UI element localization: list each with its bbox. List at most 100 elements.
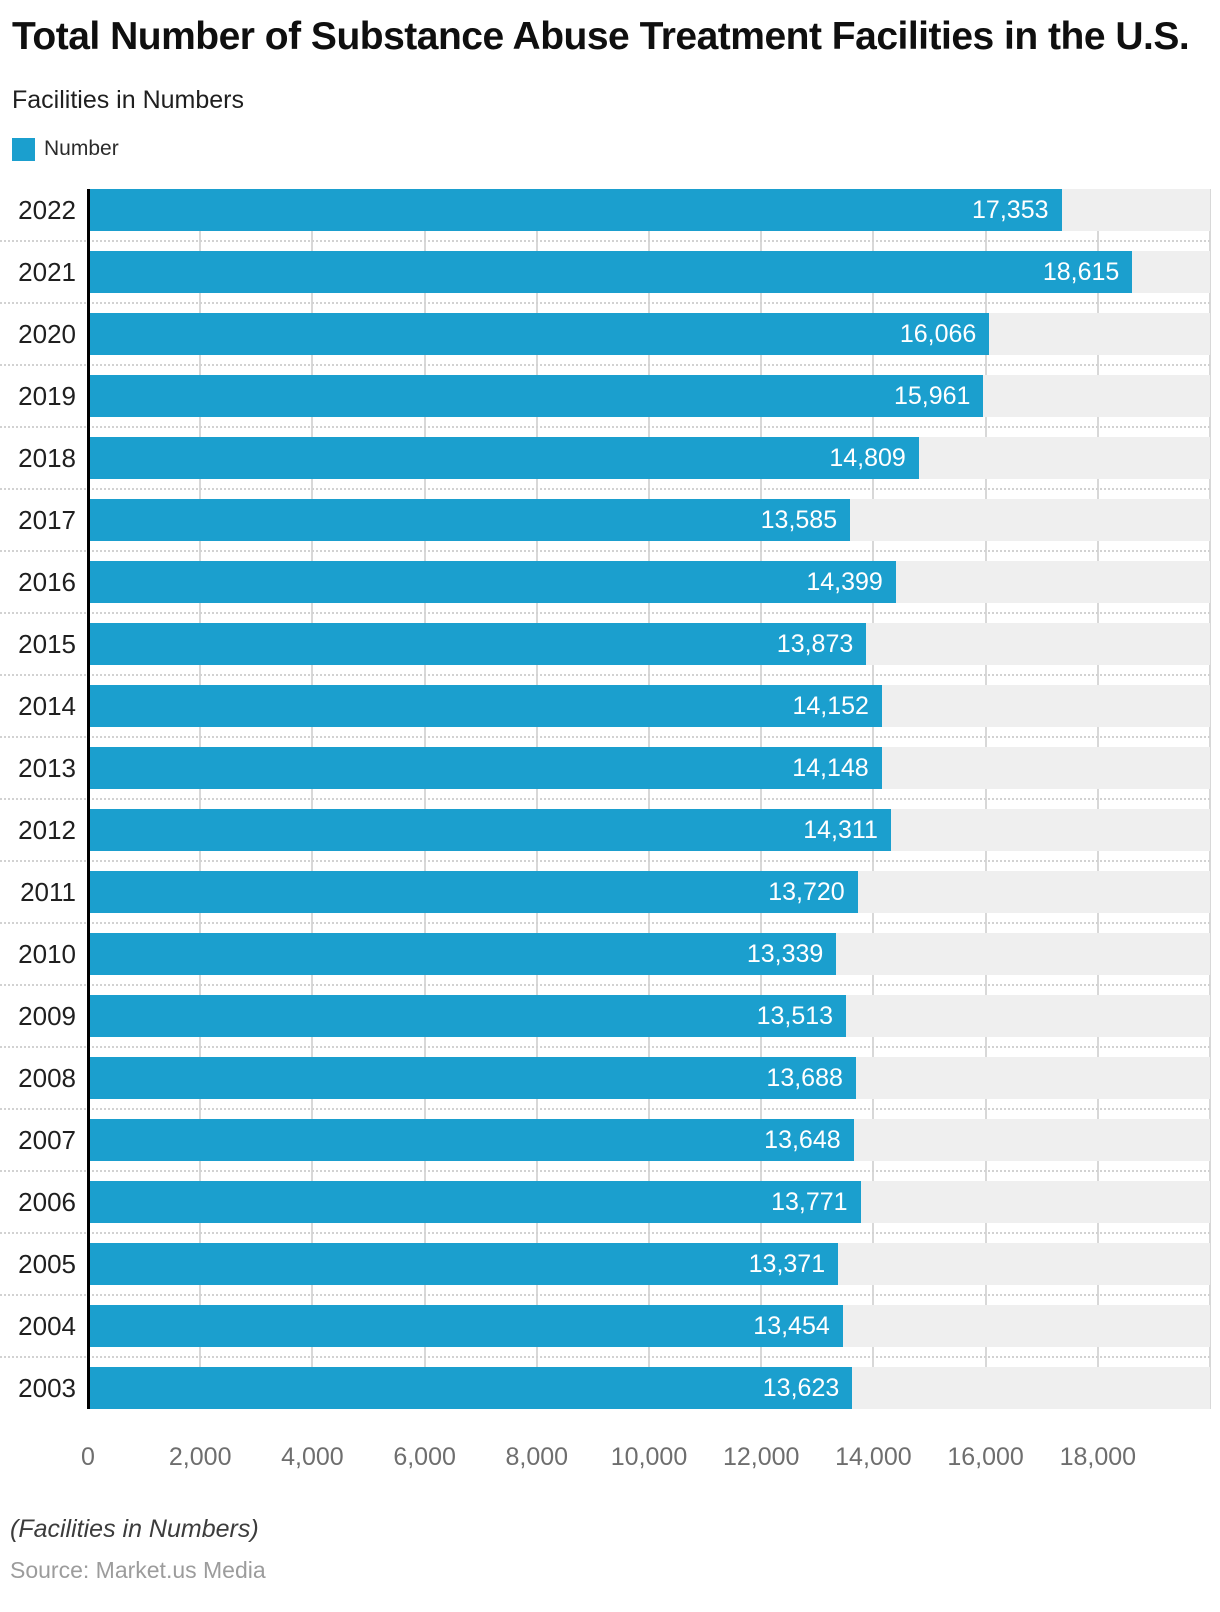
y-axis-label: 2009 [18, 1000, 76, 1031]
y-axis-label: 2006 [18, 1186, 76, 1217]
y-axis-label: 2007 [18, 1124, 76, 1155]
chart-row: 2019 15,961 [0, 375, 1220, 437]
bar-value-label: 14,152 [792, 691, 869, 720]
bar-track: 14,809 [88, 437, 1210, 480]
x-axis-tick-label: 4,000 [281, 1443, 344, 1472]
bar-value-label: 14,311 [803, 815, 878, 844]
bar-value-label: 13,371 [748, 1249, 826, 1278]
y-axis-label: 2003 [18, 1372, 76, 1403]
legend-swatch-icon [12, 137, 35, 161]
bar-value-label: 13,771 [771, 1187, 848, 1216]
bar-2014: 14,152 [88, 685, 882, 728]
bar-chart: 2022 17,353 2021 18,615 2020 16,066 2019 15,961… [0, 189, 1220, 1479]
bar-value-label: 13,585 [760, 505, 838, 534]
chart-title: Total Number of Substance Abuse Treatmen… [12, 15, 1190, 58]
bar-track: 14,399 [88, 561, 1210, 604]
bar-value-label: 13,513 [756, 1001, 834, 1030]
plot-area: 2022 17,353 2021 18,615 2020 16,066 2019 15,961… [0, 189, 1220, 1479]
bar-2008: 13,688 [88, 1057, 856, 1100]
bar-track: 13,648 [88, 1119, 1210, 1162]
bar-2009: 13,513 [88, 995, 847, 1038]
bar-track: 16,066 [88, 313, 1210, 356]
bar-2003: 13,623 [88, 1367, 853, 1410]
y-axis-label: 2005 [18, 1248, 76, 1279]
chart-row: 2007 13,648 [0, 1119, 1220, 1181]
bar-track: 14,148 [88, 747, 1210, 790]
bar-value-label: 13,688 [766, 1063, 843, 1092]
bar-2010: 13,339 [88, 933, 837, 976]
bar-track: 13,720 [88, 871, 1210, 914]
x-axis-tick-label: 8,000 [505, 1443, 569, 1472]
y-axis-label: 2018 [18, 442, 76, 473]
chart-row: 2004 13,454 [0, 1305, 1220, 1367]
y-axis-label: 2016 [18, 566, 76, 597]
chart-row: 2006 13,771 [0, 1181, 1220, 1243]
legend-label: Number [44, 137, 119, 161]
bar-value-label: 18,615 [1042, 257, 1120, 286]
bar-track: 14,152 [88, 685, 1210, 728]
y-axis-label: 2012 [18, 814, 76, 845]
bar-2022: 17,353 [88, 189, 1062, 232]
y-axis-label: 2014 [18, 690, 76, 721]
y-axis-label: 2010 [18, 938, 76, 969]
bar-value-label: 14,148 [792, 753, 869, 782]
bar-track: 15,961 [88, 375, 1210, 418]
bar-track: 13,688 [88, 1057, 1210, 1100]
x-axis-tick-label: 14,000 [835, 1443, 912, 1472]
chart-row: 2016 14,399 [0, 561, 1220, 623]
bar-track: 13,339 [88, 933, 1210, 976]
bar-track: 13,371 [88, 1243, 1210, 1286]
chart-row: 2010 13,339 [0, 933, 1220, 995]
chart-row: 2021 18,615 [0, 251, 1220, 313]
chart-row: 2018 14,809 [0, 437, 1220, 499]
x-axis-tick-label: 18,000 [1059, 1443, 1137, 1472]
bar-2021: 18,615 [88, 251, 1133, 294]
y-axis-label: 2021 [18, 256, 76, 287]
bar-2004: 13,454 [88, 1305, 843, 1348]
chart-footer: (Facilities in Numbers) Source: Market.u… [0, 1515, 1220, 1584]
y-axis-label: 2017 [18, 504, 76, 535]
chart-row: 2009 13,513 [0, 995, 1220, 1057]
chart-row: 2013 14,148 [0, 747, 1220, 809]
x-axis-tick-label: 16,000 [947, 1443, 1024, 1472]
x-axis-tick-label: 10,000 [610, 1443, 688, 1472]
bar-value-label: 13,873 [776, 629, 854, 658]
y-axis-label: 2004 [18, 1310, 76, 1341]
bar-track: 13,585 [88, 499, 1210, 542]
bar-value-label: 13,720 [768, 877, 845, 906]
bar-value-label: 14,399 [806, 567, 883, 596]
chart-row: 2022 17,353 [0, 189, 1220, 251]
chart-row: 2020 16,066 [0, 313, 1220, 375]
bar-2006: 13,771 [88, 1181, 861, 1224]
bar-2020: 16,066 [88, 313, 990, 356]
x-axis-tick-label: 2,000 [168, 1443, 232, 1472]
x-axis-tick-label: 0 [81, 1443, 95, 1472]
bar-track: 13,623 [88, 1367, 1210, 1410]
bar-value-label: 13,648 [764, 1125, 841, 1154]
legend: Number [12, 137, 1206, 161]
bar-2015: 13,873 [88, 623, 867, 666]
bar-2012: 14,311 [88, 809, 891, 852]
chart-row: 2015 13,873 [0, 623, 1220, 685]
chart-row: 2008 13,688 [0, 1057, 1220, 1119]
chart-row: 2017 13,585 [0, 499, 1220, 561]
bar-2017: 13,585 [88, 499, 851, 542]
bar-2005: 13,371 [88, 1243, 839, 1286]
bar-2019: 15,961 [88, 375, 984, 418]
bar-value-label: 13,339 [746, 939, 824, 968]
bar-2016: 14,399 [88, 561, 896, 604]
bar-2018: 14,809 [88, 437, 919, 480]
chart-row: 2005 13,371 [0, 1243, 1220, 1305]
bar-2013: 14,148 [88, 747, 882, 790]
chart-header: Total Number of Substance Abuse Treatmen… [0, 0, 1220, 161]
chart-row: 2014 14,152 [0, 685, 1220, 747]
footer-note: (Facilities in Numbers) [10, 1515, 259, 1544]
bar-value-label: 15,961 [893, 381, 971, 410]
bar-2011: 13,720 [88, 871, 858, 914]
footer-source: Source: Market.us Media [10, 1557, 266, 1584]
bar-2007: 13,648 [88, 1119, 854, 1162]
bar-value-label: 17,353 [972, 195, 1049, 224]
bar-value-label: 14,809 [829, 443, 906, 472]
y-axis-label: 2020 [18, 318, 76, 349]
